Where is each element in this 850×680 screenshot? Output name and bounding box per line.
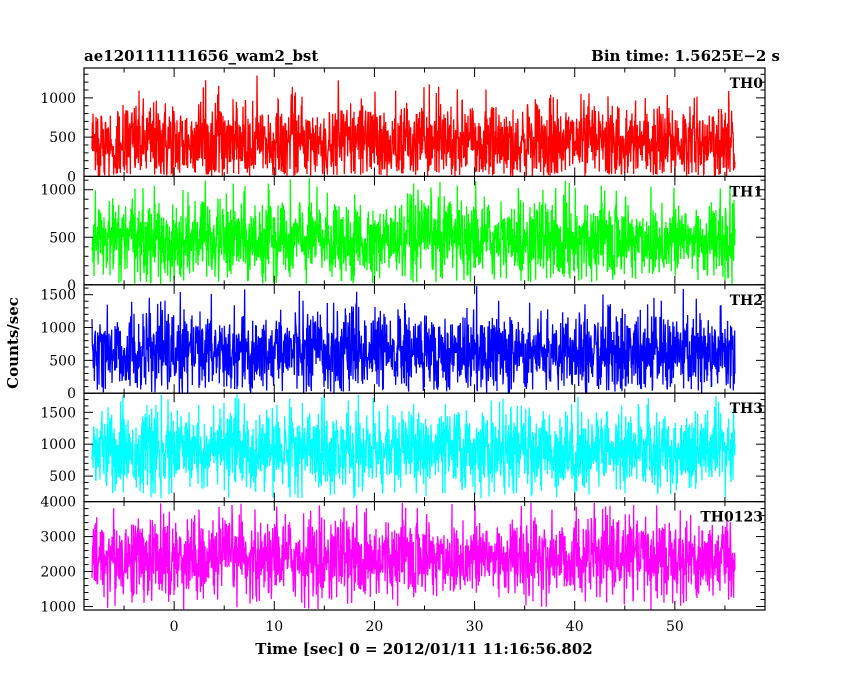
x-tick-label: 40	[566, 619, 584, 635]
y-axis-label: Counts/sec	[4, 297, 22, 389]
x-tick-label: 0	[170, 619, 179, 635]
chart-title-right: Bin time: 1.5625E−2 s	[591, 47, 780, 65]
panel-label-th0: TH0	[730, 76, 764, 92]
y-tick-label: 1000	[40, 91, 76, 107]
panel-th0: 0 500 1000 TH0	[40, 67, 766, 185]
y-tick-label: 1500	[40, 288, 76, 304]
panel-th0123: 1000 2000 3000 4000 TH0123	[40, 495, 766, 616]
panel-label-th1: TH1	[730, 184, 763, 200]
y-tick-label: 1000	[40, 600, 76, 616]
panel-th1: 0 500 1000 TH1	[40, 175, 766, 294]
series-th0-line	[91, 75, 736, 177]
y-tick-label: 1500	[40, 405, 76, 421]
y-tick-label: 500	[49, 130, 76, 146]
series-th0123-line	[91, 502, 736, 610]
x-tick-label: 20	[366, 619, 384, 635]
series-th2-line	[91, 286, 736, 393]
y-tick-label: 500	[49, 469, 76, 485]
x-tick-label: 50	[666, 619, 684, 635]
chart-title-left: ae120111111656_wam2_bst	[84, 47, 318, 65]
panel-label-th3: TH3	[730, 401, 763, 417]
panel-label-th0123: TH0123	[700, 510, 763, 526]
x-axis-label: Time [sec] 0 = 2012/01/11 11:16:56.802	[255, 640, 592, 658]
y-tick-label: 3000	[40, 530, 76, 546]
x-tick-label: 10	[265, 619, 283, 635]
series-th1-line	[91, 178, 736, 285]
y-tick-label: 2000	[40, 565, 76, 581]
y-tick-label: 500	[49, 353, 76, 369]
y-tick-label: 1000	[40, 321, 76, 337]
y-tick-label: 1000	[40, 437, 76, 453]
panel-th3: 500 1000 1500 TH3	[40, 392, 766, 503]
series-th3-line	[91, 394, 736, 499]
y-tick-label: 0	[67, 386, 76, 402]
y-tick-label: 0	[67, 169, 76, 185]
x-tick-label: 30	[466, 619, 484, 635]
y-tick-label: 0	[67, 278, 76, 294]
panel-label-th2: TH2	[730, 293, 763, 309]
y-tick-label: 500	[49, 230, 76, 246]
x-axis: 0 10 20 30 40 50	[170, 619, 684, 635]
y-tick-label: 4000	[40, 495, 76, 511]
panel-th2: 0 500 1000 1500 TH2	[40, 284, 766, 402]
y-tick-label: 1000	[40, 183, 76, 199]
panels-group: 0 500 1000 TH0 0 500 1000 TH1 0 500 1000 1500 TH2 500…	[40, 67, 766, 616]
